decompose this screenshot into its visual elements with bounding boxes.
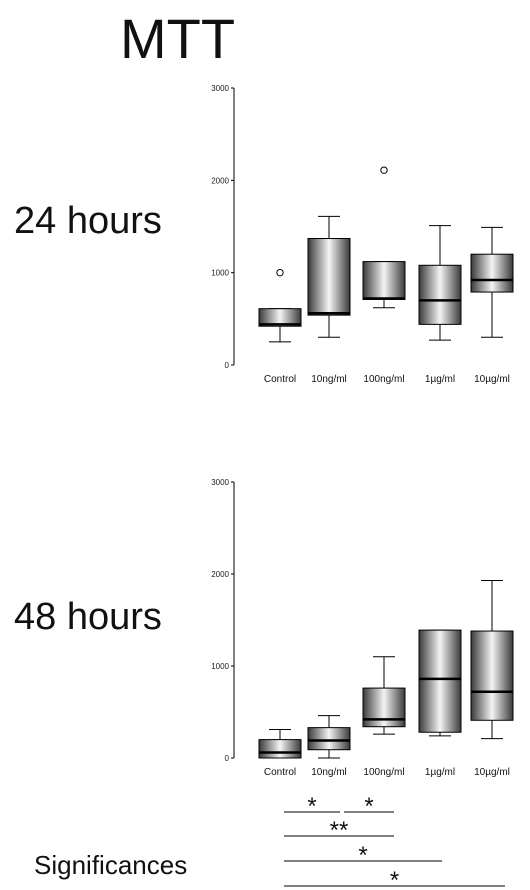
y-tick-label: 0 <box>225 361 230 370</box>
outlier-point <box>380 166 388 174</box>
significance-stars: * <box>390 867 399 890</box>
row-label-24h: 24 hours <box>14 200 162 242</box>
significance-stars: * <box>364 793 373 820</box>
box-1µg/ml <box>418 629 462 733</box>
significance-stars: * <box>358 842 367 869</box>
category-label: 10ng/ml <box>311 374 347 385</box>
box-10ng/ml <box>307 727 351 751</box>
category-label: 100ng/ml <box>363 767 404 778</box>
category-label: Control <box>264 767 296 778</box>
category-label: 1µg/ml <box>425 767 455 778</box>
y-tick-label: 2000 <box>211 570 229 579</box>
significances-label: Significances <box>34 850 188 880</box>
plot-24-hours: 0 1000 2000 3000 Control 10ng/ml 100ng/ml 1µg/m… <box>211 84 514 385</box>
y-tick-label: 3000 <box>211 84 229 93</box>
y-tick-label: 0 <box>225 754 230 763</box>
box-Control <box>258 308 302 327</box>
box-10ng/ml <box>307 238 351 316</box>
outlier-point <box>276 268 284 277</box>
significance-stars: ** <box>330 817 349 844</box>
y-tick-label: 2000 <box>211 176 229 185</box>
category-label: 10µg/ml <box>474 767 510 778</box>
y-tick-label: 1000 <box>211 269 229 278</box>
significance-markers: * ***** <box>284 793 505 890</box>
category-label: Control <box>264 374 296 385</box>
y-tick-label: 3000 <box>211 478 229 487</box>
y-tick-label: 1000 <box>211 662 229 671</box>
box-1µg/ml <box>418 264 462 325</box>
significance-stars: * <box>307 793 316 820</box>
category-label: 10ng/ml <box>311 767 347 778</box>
row-label-48h: 48 hours <box>14 596 162 638</box>
box-Control <box>258 739 302 759</box>
figure-title: MTT <box>120 7 236 70</box>
category-label: 100ng/ml <box>363 374 404 385</box>
box-100ng/ml <box>362 687 406 728</box>
category-label: 1µg/ml <box>425 374 455 385</box>
box-100ng/ml <box>362 261 406 300</box>
box-10µg/ml <box>470 630 514 721</box>
plot-48-hours: 0 1000 2000 3000 Control 10ng/ml 100ng/ml 1µg/m… <box>211 478 514 778</box>
category-label: 10µg/ml <box>474 374 510 385</box>
box-10µg/ml <box>470 253 514 293</box>
